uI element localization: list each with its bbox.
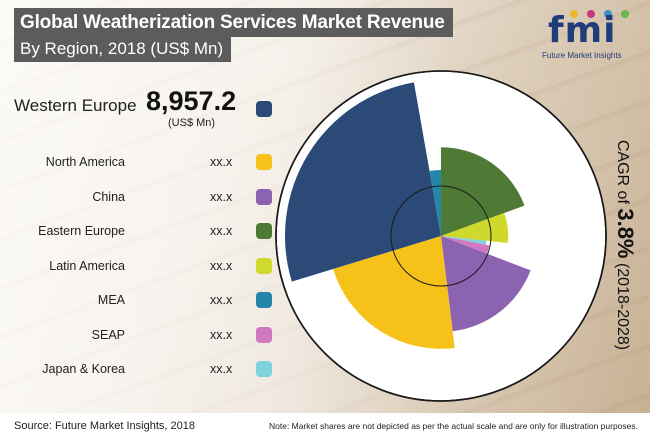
chart-segment-western-europe — [285, 82, 441, 282]
legend-item: SEAP xx.x — [0, 326, 300, 348]
legend-item: China xx.x — [0, 188, 300, 210]
legend-value: xx.x — [210, 224, 233, 238]
legend-value: xx.x — [210, 155, 233, 169]
lead-region-swatch — [256, 101, 272, 117]
lead-region-unit: (US$ Mn) — [168, 117, 216, 129]
chart-segment-eastern-europe — [441, 147, 525, 236]
logo-tagline: Future Market Insights — [542, 51, 622, 60]
legend-item: North America xx.x — [0, 154, 300, 175]
legend-value: xx.x — [210, 362, 233, 376]
chart-inner-ring — [390, 185, 492, 287]
legend-item: MEA xx.x — [0, 292, 300, 313]
logo-dot — [587, 10, 595, 18]
cagr-prefix: CAGR of — [614, 139, 631, 208]
legend-swatch — [256, 257, 272, 274]
lead-region-label: Western Europe — [14, 96, 137, 115]
chart-segment-north-america — [333, 236, 455, 349]
logo-dot — [570, 10, 578, 18]
legend-value: xx.x — [210, 258, 233, 273]
logo-wordmark: fmi — [548, 10, 617, 51]
disclaimer-note: Note: Market shares are not depicted as … — [268, 421, 638, 431]
chart-segment-china — [441, 236, 531, 332]
legend-label: SEAP — [91, 327, 125, 342]
logo-dot — [621, 10, 629, 18]
logo-dot — [604, 10, 612, 18]
source-note: Source: Future Market Insights, 2018 — [14, 420, 195, 432]
legend-item: Japan & Korea xx.x — [0, 361, 300, 382]
legend-label: Latin America — [49, 258, 125, 273]
chart-subtitle: By Region, 2018 (US$ Mn) — [14, 37, 232, 62]
legend-value: xx.x — [210, 293, 233, 307]
lead-region-value: 8,957.2 — [146, 86, 237, 116]
logo-dots — [570, 10, 630, 20]
cagr-value: 3.8% — [613, 207, 638, 258]
chart-segment-seap — [441, 236, 490, 254]
legend-swatch — [256, 292, 272, 308]
fmi-logo: fmi Future Market Insights — [540, 8, 640, 66]
legend-value: xx.x — [210, 327, 233, 342]
legend-label: North America — [45, 155, 125, 169]
legend-swatch — [256, 188, 272, 205]
cagr-callout: CAGR of 3.8% (2018-2028) — [613, 112, 638, 377]
legend-item: Latin America xx.x — [0, 257, 300, 279]
legend-swatch — [256, 223, 272, 239]
legend-label: MEA — [97, 293, 125, 307]
chart-title: Global Weatherization Services Market Re… — [14, 8, 453, 37]
legend-label: Eastern Europe — [38, 224, 125, 238]
legend-label: Japan & Korea — [42, 362, 125, 376]
footer: Source: Future Market Insights, 2018 Not… — [0, 413, 650, 440]
legend-swatch — [256, 154, 272, 170]
legend-item: Eastern Europe xx.x — [0, 223, 300, 244]
chart-segment-japan-korea — [441, 236, 487, 245]
legend-label: China — [92, 189, 125, 204]
cagr-period: (2018-2028) — [614, 258, 631, 350]
legend-swatch — [256, 326, 272, 343]
legend-value: xx.x — [210, 189, 233, 204]
legend-swatch — [256, 361, 272, 377]
chart-outline — [275, 70, 607, 402]
